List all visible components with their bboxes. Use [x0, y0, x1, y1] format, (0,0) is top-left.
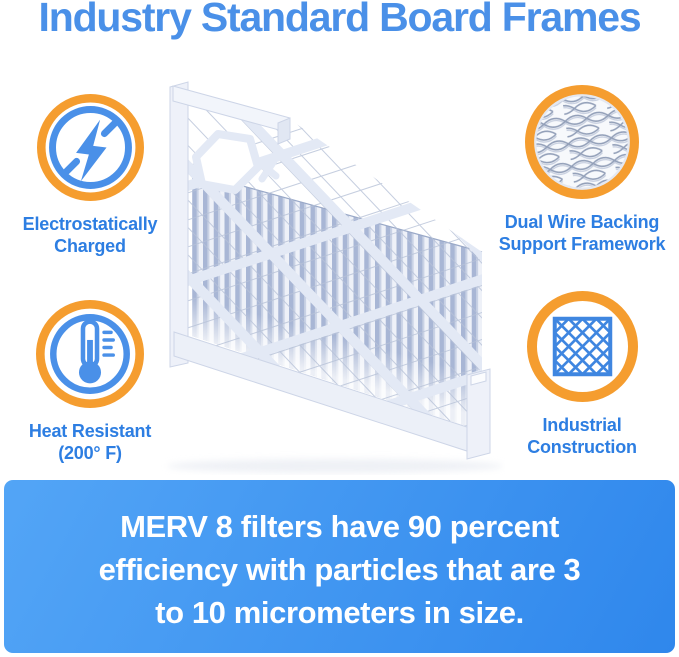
feature-heat-resistant: Heat Resistant (200° F): [8, 300, 172, 464]
lightning-bolt-icon: [36, 94, 144, 201]
feature-label: Industrial Construction: [527, 414, 637, 458]
page-title: Industry Standard Board Frames: [38, 0, 642, 40]
wire-mesh-icon: [525, 85, 639, 199]
feature-dual-wire-backing: Dual Wire Backing Support Framework: [489, 85, 675, 255]
feature-label: Heat Resistant (200° F): [29, 420, 151, 464]
filter-hexagon-opening: [192, 130, 280, 194]
thermometer-icon: [36, 300, 144, 408]
feature-label: Dual Wire Backing Support Framework: [499, 211, 666, 255]
merv-info-banner: MERV 8 filters have 90 percent efficienc…: [4, 480, 675, 653]
feature-label-line: Dual Wire Backing: [504, 212, 660, 232]
banner-text-line: efficiency with particles that are 3: [98, 552, 581, 587]
feature-industrial-construction: Industrial Construction: [489, 291, 675, 458]
feature-label-line: Charged: [54, 236, 126, 256]
feature-label: Electrostatically Charged: [23, 213, 158, 257]
feature-label-line: Support Framework: [498, 234, 666, 254]
pleated-air-filter-illustration: [160, 75, 505, 475]
feature-label-line: Heat Resistant: [28, 421, 152, 441]
banner-text-line: to 10 micrometers in size.: [155, 595, 524, 630]
banner-text: MERV 8 filters have 90 percent efficienc…: [4, 480, 675, 634]
feature-label-line: Construction: [527, 437, 637, 457]
filter-board-frame: [169, 81, 491, 460]
filter-ground-shadow: [167, 459, 503, 473]
feature-label-line: (200° F): [58, 443, 122, 463]
feature-electrostatically-charged: Electrostatically Charged: [8, 94, 172, 257]
feature-label-line: Electrostatically: [22, 214, 158, 234]
feature-label-line: Industrial: [542, 415, 622, 435]
banner-text-line: MERV 8 filters have 90 percent: [120, 509, 559, 544]
diamond-lattice-icon: [526, 291, 638, 402]
